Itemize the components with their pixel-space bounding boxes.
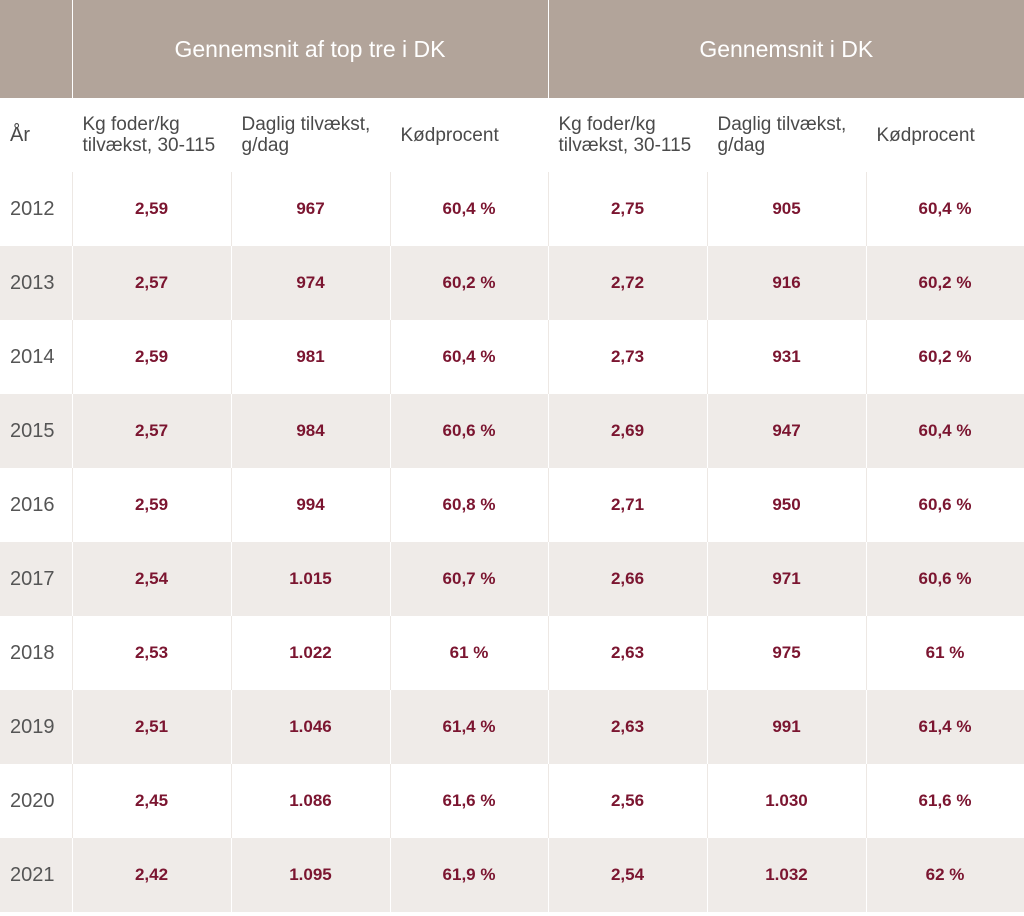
gain-average-cell: 905 <box>707 172 867 246</box>
gain-average-cell: 916 <box>707 246 867 320</box>
feed-top-three-cell: 2,59 <box>72 468 232 542</box>
meat-top-three-cell: 60,4 % <box>390 172 549 246</box>
gain-top-three-cell: 1.046 <box>231 690 391 764</box>
column-header-meat: Kødprocent <box>390 98 549 172</box>
group-header-average: Gennemsnit i DK <box>548 0 1024 98</box>
feed-top-three-cell: 2,57 <box>72 394 232 468</box>
table-row: 2012 2,59 967 60,4 % 2,75 905 60,4 % <box>0 172 1024 246</box>
feed-average-cell: 2,54 <box>548 838 708 912</box>
year-cell: 2015 <box>0 394 73 468</box>
gain-top-three-cell: 984 <box>231 394 391 468</box>
feed-average-cell: 2,63 <box>548 616 708 690</box>
gain-average-cell: 1.030 <box>707 764 867 838</box>
year-cell: 2013 <box>0 246 73 320</box>
column-header-feed: Kg foder/kg tilvækst, 30-115 <box>72 98 232 172</box>
year-cell: 2017 <box>0 542 73 616</box>
meat-top-three-cell: 61,9 % <box>390 838 549 912</box>
gain-top-three-cell: 1.095 <box>231 838 391 912</box>
column-header-feed: Kg foder/kg tilvækst, 30-115 <box>548 98 708 172</box>
year-cell: 2012 <box>0 172 73 246</box>
table-body: 2012 2,59 967 60,4 % 2,75 905 60,4 % 2013 2,57 97… <box>0 172 1024 912</box>
column-header-year: År <box>0 98 73 172</box>
meat-top-three-cell: 61 % <box>390 616 549 690</box>
feed-average-cell: 2,69 <box>548 394 708 468</box>
meat-average-cell: 62 % <box>866 838 1024 912</box>
meat-average-cell: 60,2 % <box>866 246 1024 320</box>
gain-top-three-cell: 1.022 <box>231 616 391 690</box>
table-row: 2013 2,57 974 60,2 % 2,72 916 60,2 % <box>0 246 1024 320</box>
meat-average-cell: 60,2 % <box>866 320 1024 394</box>
meat-average-cell: 60,4 % <box>866 394 1024 468</box>
meat-top-three-cell: 60,6 % <box>390 394 549 468</box>
empty-corner-cell <box>0 0 73 98</box>
column-header-meat: Kødprocent <box>866 98 1024 172</box>
gain-average-cell: 975 <box>707 616 867 690</box>
feed-top-three-cell: 2,42 <box>72 838 232 912</box>
table-row: 2014 2,59 981 60,4 % 2,73 931 60,2 % <box>0 320 1024 394</box>
feed-top-three-cell: 2,57 <box>72 246 232 320</box>
table-row: 2015 2,57 984 60,6 % 2,69 947 60,4 % <box>0 394 1024 468</box>
feed-average-cell: 2,71 <box>548 468 708 542</box>
group-header-row: Gennemsnit af top tre i DK Gennemsnit i … <box>0 0 1024 98</box>
gain-average-cell: 1.032 <box>707 838 867 912</box>
gain-top-three-cell: 1.015 <box>231 542 391 616</box>
gain-top-three-cell: 994 <box>231 468 391 542</box>
feed-top-three-cell: 2,51 <box>72 690 232 764</box>
year-cell: 2019 <box>0 690 73 764</box>
feed-average-cell: 2,75 <box>548 172 708 246</box>
year-cell: 2014 <box>0 320 73 394</box>
year-cell: 2021 <box>0 838 73 912</box>
gain-top-three-cell: 981 <box>231 320 391 394</box>
feed-average-cell: 2,66 <box>548 542 708 616</box>
column-header-gain: Daglig tilvækst, g/dag <box>231 98 391 172</box>
gain-top-three-cell: 1.086 <box>231 764 391 838</box>
meat-average-cell: 61,6 % <box>866 764 1024 838</box>
gain-top-three-cell: 974 <box>231 246 391 320</box>
column-header-gain: Daglig tilvækst, g/dag <box>707 98 867 172</box>
feed-top-three-cell: 2,45 <box>72 764 232 838</box>
meat-top-three-cell: 60,4 % <box>390 320 549 394</box>
table-row: 2018 2,53 1.022 61 % 2,63 975 61 % <box>0 616 1024 690</box>
gain-average-cell: 991 <box>707 690 867 764</box>
gain-average-cell: 931 <box>707 320 867 394</box>
meat-top-three-cell: 60,8 % <box>390 468 549 542</box>
table-row: 2016 2,59 994 60,8 % 2,71 950 60,6 % <box>0 468 1024 542</box>
feed-top-three-cell: 2,54 <box>72 542 232 616</box>
gain-average-cell: 947 <box>707 394 867 468</box>
year-cell: 2020 <box>0 764 73 838</box>
table-row: 2020 2,45 1.086 61,6 % 2,56 1.030 61,6 % <box>0 764 1024 838</box>
meat-average-cell: 61 % <box>866 616 1024 690</box>
year-cell: 2018 <box>0 616 73 690</box>
column-header-row: År Kg foder/kg tilvækst, 30-115 Daglig t… <box>0 98 1024 172</box>
group-header-top-three: Gennemsnit af top tre i DK <box>72 0 549 98</box>
table-row: 2021 2,42 1.095 61,9 % 2,54 1.032 62 % <box>0 838 1024 912</box>
meat-average-cell: 60,6 % <box>866 542 1024 616</box>
feed-average-cell: 2,73 <box>548 320 708 394</box>
meat-top-three-cell: 60,7 % <box>390 542 549 616</box>
feed-top-three-cell: 2,59 <box>72 320 232 394</box>
meat-top-three-cell: 61,6 % <box>390 764 549 838</box>
feed-average-cell: 2,56 <box>548 764 708 838</box>
table-row: 2019 2,51 1.046 61,4 % 2,63 991 61,4 % <box>0 690 1024 764</box>
meat-average-cell: 61,4 % <box>866 690 1024 764</box>
meat-average-cell: 60,6 % <box>866 468 1024 542</box>
feed-top-three-cell: 2,53 <box>72 616 232 690</box>
table-row: 2017 2,54 1.015 60,7 % 2,66 971 60,6 % <box>0 542 1024 616</box>
meat-top-three-cell: 60,2 % <box>390 246 549 320</box>
meat-top-three-cell: 61,4 % <box>390 690 549 764</box>
year-cell: 2016 <box>0 468 73 542</box>
feed-average-cell: 2,72 <box>548 246 708 320</box>
gain-top-three-cell: 967 <box>231 172 391 246</box>
feed-average-cell: 2,63 <box>548 690 708 764</box>
gain-average-cell: 971 <box>707 542 867 616</box>
meat-average-cell: 60,4 % <box>866 172 1024 246</box>
gain-average-cell: 950 <box>707 468 867 542</box>
feed-top-three-cell: 2,59 <box>72 172 232 246</box>
